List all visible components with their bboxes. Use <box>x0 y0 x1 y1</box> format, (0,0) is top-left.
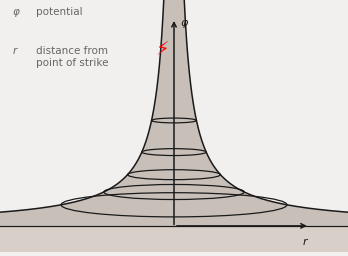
Text: ⚡: ⚡ <box>155 40 169 59</box>
Text: φ: φ <box>13 7 19 17</box>
Text: φ: φ <box>181 18 188 28</box>
Text: potential: potential <box>37 7 83 17</box>
Text: r: r <box>13 46 17 56</box>
Text: r: r <box>302 238 307 248</box>
Text: distance from
point of strike: distance from point of strike <box>37 46 109 68</box>
Polygon shape <box>0 226 348 252</box>
